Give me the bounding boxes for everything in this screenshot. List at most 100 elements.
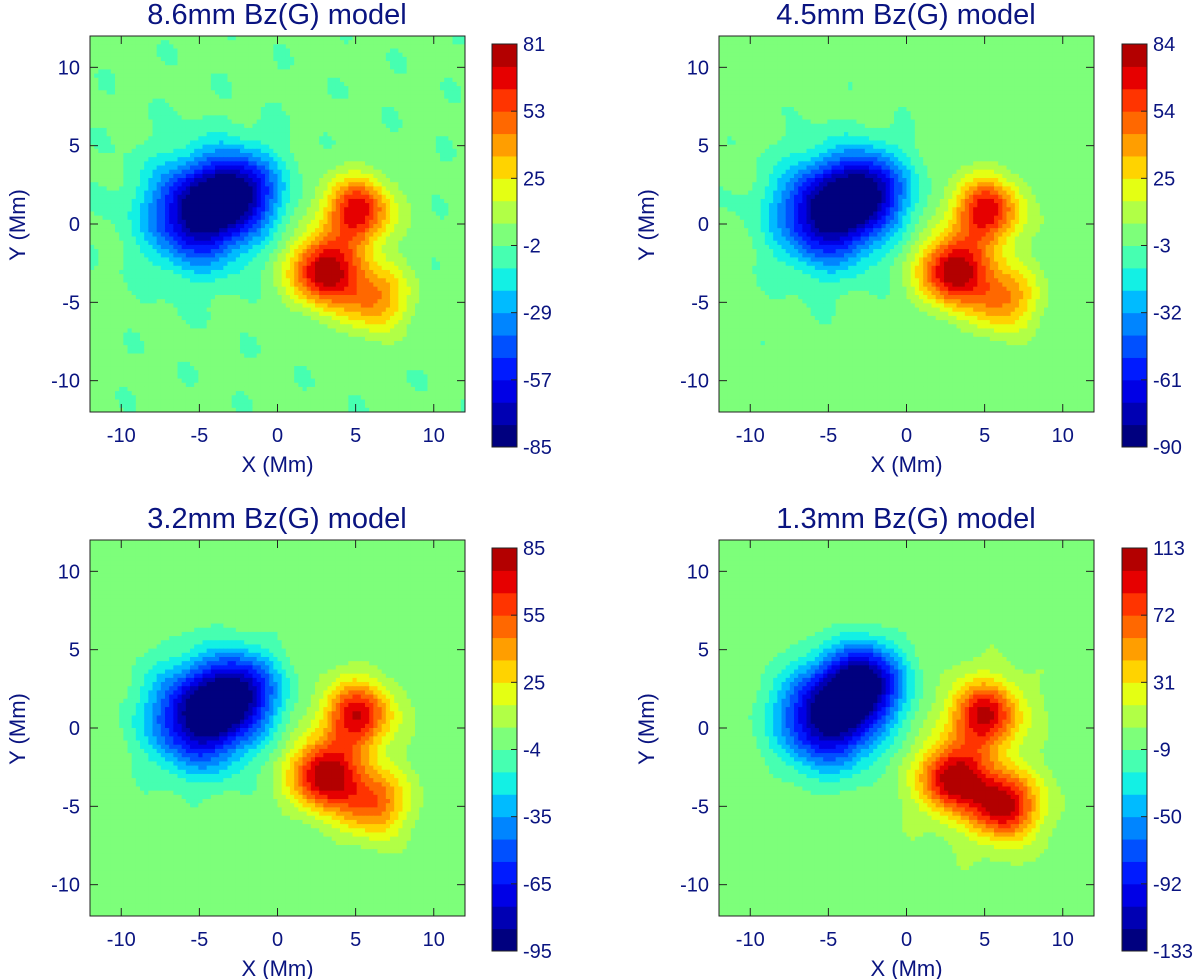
x-tick-label: 10 bbox=[1052, 929, 1074, 951]
colorbar-segment bbox=[1122, 816, 1147, 840]
y-tick-label: -5 bbox=[62, 796, 80, 818]
colorbar-segment bbox=[492, 659, 517, 683]
colorbar-segment bbox=[1122, 592, 1147, 616]
colorbar-tick-label: -35 bbox=[523, 807, 552, 829]
colorbar-segment bbox=[1122, 155, 1147, 179]
colorbar-tick-label: 25 bbox=[1153, 168, 1175, 190]
colorbar-segment bbox=[1122, 861, 1147, 885]
y-axis-label: Y (Mm) bbox=[634, 693, 659, 765]
y-tick-label: 10 bbox=[687, 57, 709, 79]
x-tick-label: 10 bbox=[423, 929, 445, 951]
x-tick-label: 0 bbox=[901, 425, 912, 447]
colorbar-segment bbox=[1122, 312, 1147, 336]
colorbar-segment bbox=[492, 727, 517, 750]
colorbar-segment bbox=[492, 839, 517, 862]
y-tick-label: -10 bbox=[680, 371, 709, 393]
colorbar-tick-label: 55 bbox=[523, 605, 545, 627]
colorbar-segment bbox=[492, 749, 517, 773]
x-tick-label: 5 bbox=[979, 425, 990, 447]
field-map bbox=[90, 540, 465, 916]
colorbar-segment bbox=[492, 928, 517, 952]
y-tick-label: 0 bbox=[69, 214, 80, 236]
colorbar-segment bbox=[1122, 727, 1147, 750]
colorbar-segment bbox=[1122, 637, 1147, 661]
panel-title: 1.3mm Bz(G) model bbox=[776, 503, 1035, 535]
colorbar-segment bbox=[1122, 424, 1147, 448]
colorbar-tick-label: -2 bbox=[523, 236, 541, 258]
colorbar-segment bbox=[492, 906, 517, 930]
colorbar-segment bbox=[492, 223, 517, 246]
y-tick-label: -10 bbox=[51, 371, 80, 393]
x-tick-label: -10 bbox=[736, 425, 765, 447]
colorbar-tick-label: -29 bbox=[523, 303, 552, 325]
colorbar-segment bbox=[492, 133, 517, 157]
colorbar-tick-label: -85 bbox=[523, 437, 552, 459]
x-tick-label: 5 bbox=[350, 929, 361, 951]
colorbar-segment bbox=[492, 155, 517, 179]
x-tick-label: 0 bbox=[901, 929, 912, 951]
x-tick-label: -5 bbox=[819, 929, 837, 951]
colorbar-tick-label: 85 bbox=[523, 538, 545, 560]
colorbar-segment bbox=[492, 200, 517, 224]
colorbar-segment bbox=[492, 615, 517, 639]
colorbar-segment bbox=[1122, 379, 1147, 403]
x-tick-label: -10 bbox=[736, 929, 765, 951]
colorbar-tick-label: -3 bbox=[1153, 236, 1171, 258]
colorbar-segment bbox=[492, 111, 517, 135]
panel-1: -10 -5 0 5 10 10 5 0 -5 -10 8.6mm Bz(G) model X (Mm… bbox=[5, 0, 552, 477]
colorbar-tick-label: -57 bbox=[523, 370, 552, 392]
colorbar-tick-label: -4 bbox=[523, 740, 541, 762]
colorbar: 113 72 31 -9 -50 -92 -133 bbox=[1121, 538, 1193, 963]
panel-2: -10 -5 0 5 10 10 5 0 -5 -10 4.5mm Bz(G) model X (Mm… bbox=[634, 0, 1182, 477]
y-tick-label: 10 bbox=[687, 561, 709, 583]
colorbar-segment bbox=[1122, 44, 1147, 67]
colorbar-segment bbox=[1122, 290, 1147, 314]
x-tick-label: -10 bbox=[107, 425, 136, 447]
colorbar-segment bbox=[492, 637, 517, 661]
colorbar-segment bbox=[1122, 178, 1147, 202]
y-tick-label: 0 bbox=[698, 718, 709, 740]
colorbar-segment bbox=[492, 548, 517, 571]
y-tick-label: 0 bbox=[698, 214, 709, 236]
x-axis-label: X (Mm) bbox=[241, 956, 313, 979]
colorbar-segment bbox=[492, 357, 517, 381]
colorbar-segment bbox=[492, 794, 517, 818]
colorbar-segment bbox=[492, 861, 517, 885]
x-tick-label: 10 bbox=[423, 425, 445, 447]
colorbar-segment bbox=[1122, 570, 1147, 594]
panel-title: 8.6mm Bz(G) model bbox=[147, 0, 406, 31]
y-tick-label: 5 bbox=[698, 136, 709, 158]
field-map bbox=[719, 540, 1094, 916]
y-tick-label: -10 bbox=[680, 875, 709, 897]
x-tick-label: -5 bbox=[819, 425, 837, 447]
colorbar-tick-label: -50 bbox=[1153, 807, 1182, 829]
y-axis-label: Y (Mm) bbox=[634, 189, 659, 261]
colorbar-tick-label: -32 bbox=[1153, 303, 1182, 325]
colorbar-segment bbox=[1122, 200, 1147, 224]
colorbar-segment bbox=[1122, 133, 1147, 157]
colorbar-segment bbox=[1122, 245, 1147, 269]
x-axis-label: X (Mm) bbox=[870, 956, 942, 979]
colorbar-segment bbox=[492, 816, 517, 840]
colorbar-segment bbox=[492, 312, 517, 336]
colorbar: 81 53 25 -2 -29 -57 -85 bbox=[491, 34, 552, 459]
x-tick-label: 10 bbox=[1052, 425, 1074, 447]
colorbar-tick-label: -90 bbox=[1153, 437, 1182, 459]
colorbar-segment bbox=[1122, 704, 1147, 728]
colorbar-segment bbox=[492, 335, 517, 358]
y-tick-label: 5 bbox=[69, 640, 80, 662]
colorbar-tick-label: -65 bbox=[523, 874, 552, 896]
colorbar-segment bbox=[492, 66, 517, 90]
x-axis-label: X (Mm) bbox=[241, 452, 313, 477]
colorbar-tick-label: 81 bbox=[523, 34, 545, 56]
x-axis-label: X (Mm) bbox=[870, 452, 942, 477]
panel-title: 4.5mm Bz(G) model bbox=[776, 0, 1035, 31]
panel-title: 3.2mm Bz(G) model bbox=[147, 503, 406, 535]
y-tick-label: -5 bbox=[691, 292, 709, 314]
colorbar-segment bbox=[492, 704, 517, 728]
colorbar-tick-label: 53 bbox=[523, 101, 545, 123]
colorbar: 85 55 25 -4 -35 -65 -95 bbox=[491, 538, 552, 963]
colorbar-tick-label: 25 bbox=[523, 672, 545, 694]
y-tick-label: 10 bbox=[58, 561, 80, 583]
